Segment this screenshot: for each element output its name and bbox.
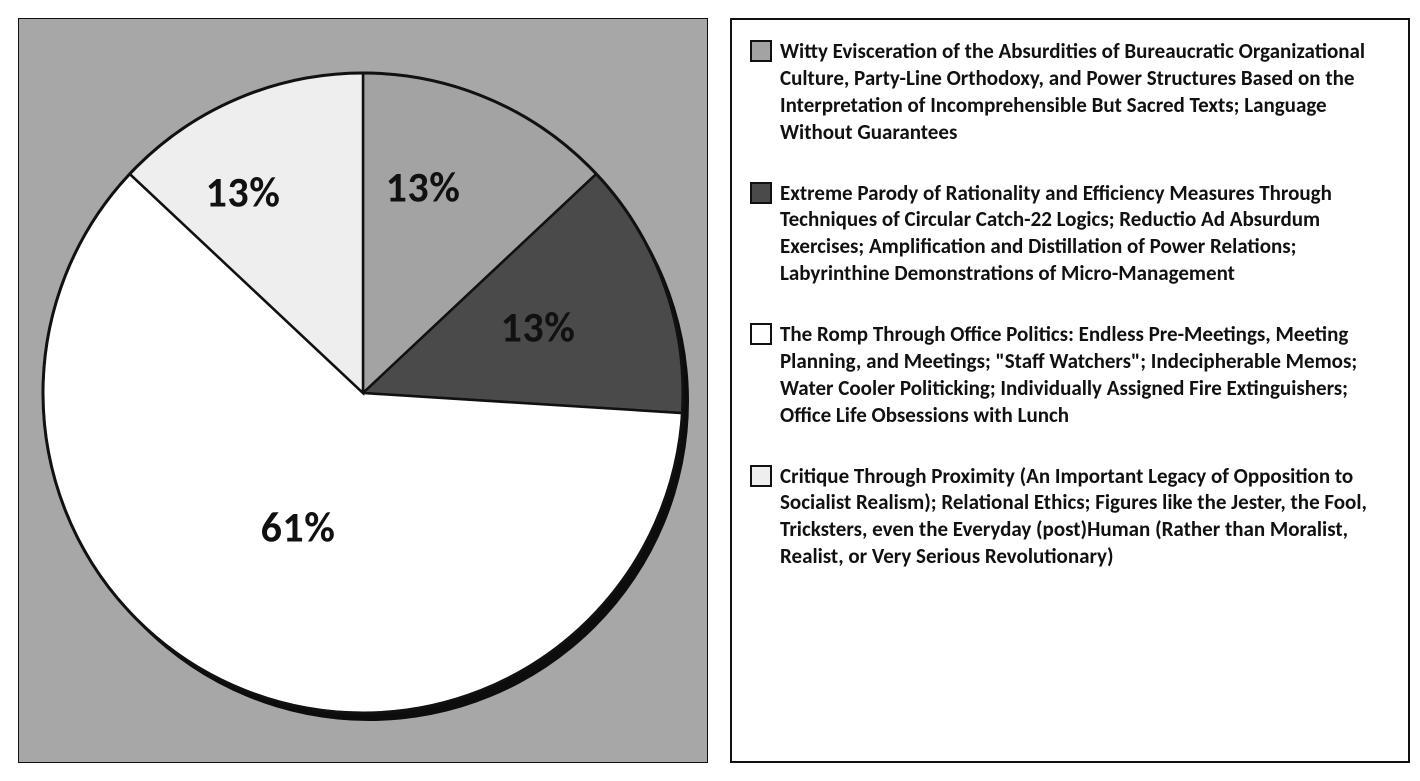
legend-text-0: Witty Evisceration of the Absurdities of… xyxy=(780,38,1390,146)
pie-slice-label: 13% xyxy=(206,168,281,219)
pie-slice-label: 13% xyxy=(386,163,461,214)
legend-text-1: Extreme Parody of Rationality and Effici… xyxy=(780,180,1390,288)
legend-text-3: Critique Through Proximity (An Important… xyxy=(780,463,1390,571)
pie-svg xyxy=(18,18,708,763)
legend-swatch-1 xyxy=(750,182,772,204)
legend-text-2: The Romp Through Office Politics: Endles… xyxy=(780,321,1390,429)
legend-panel: Witty Evisceration of the Absurdities of… xyxy=(730,18,1410,763)
legend-swatch-3 xyxy=(750,465,772,487)
legend-item-0: Witty Evisceration of the Absurdities of… xyxy=(750,38,1390,146)
legend-item-1: Extreme Parody of Rationality and Effici… xyxy=(750,180,1390,288)
pie-chart-panel: 13% 13% 61% 13% xyxy=(18,18,708,763)
legend-item-3: Critique Through Proximity (An Important… xyxy=(750,463,1390,571)
legend-item-2: The Romp Through Office Politics: Endles… xyxy=(750,321,1390,429)
pie-slice-label: 61% xyxy=(261,503,336,554)
legend-swatch-2 xyxy=(750,323,772,345)
pie-chart xyxy=(18,18,708,763)
legend-swatch-0 xyxy=(750,40,772,62)
page-container: 13% 13% 61% 13% Witty Evisceration of the A… xyxy=(0,0,1420,781)
pie-slice-label: 13% xyxy=(501,303,576,354)
